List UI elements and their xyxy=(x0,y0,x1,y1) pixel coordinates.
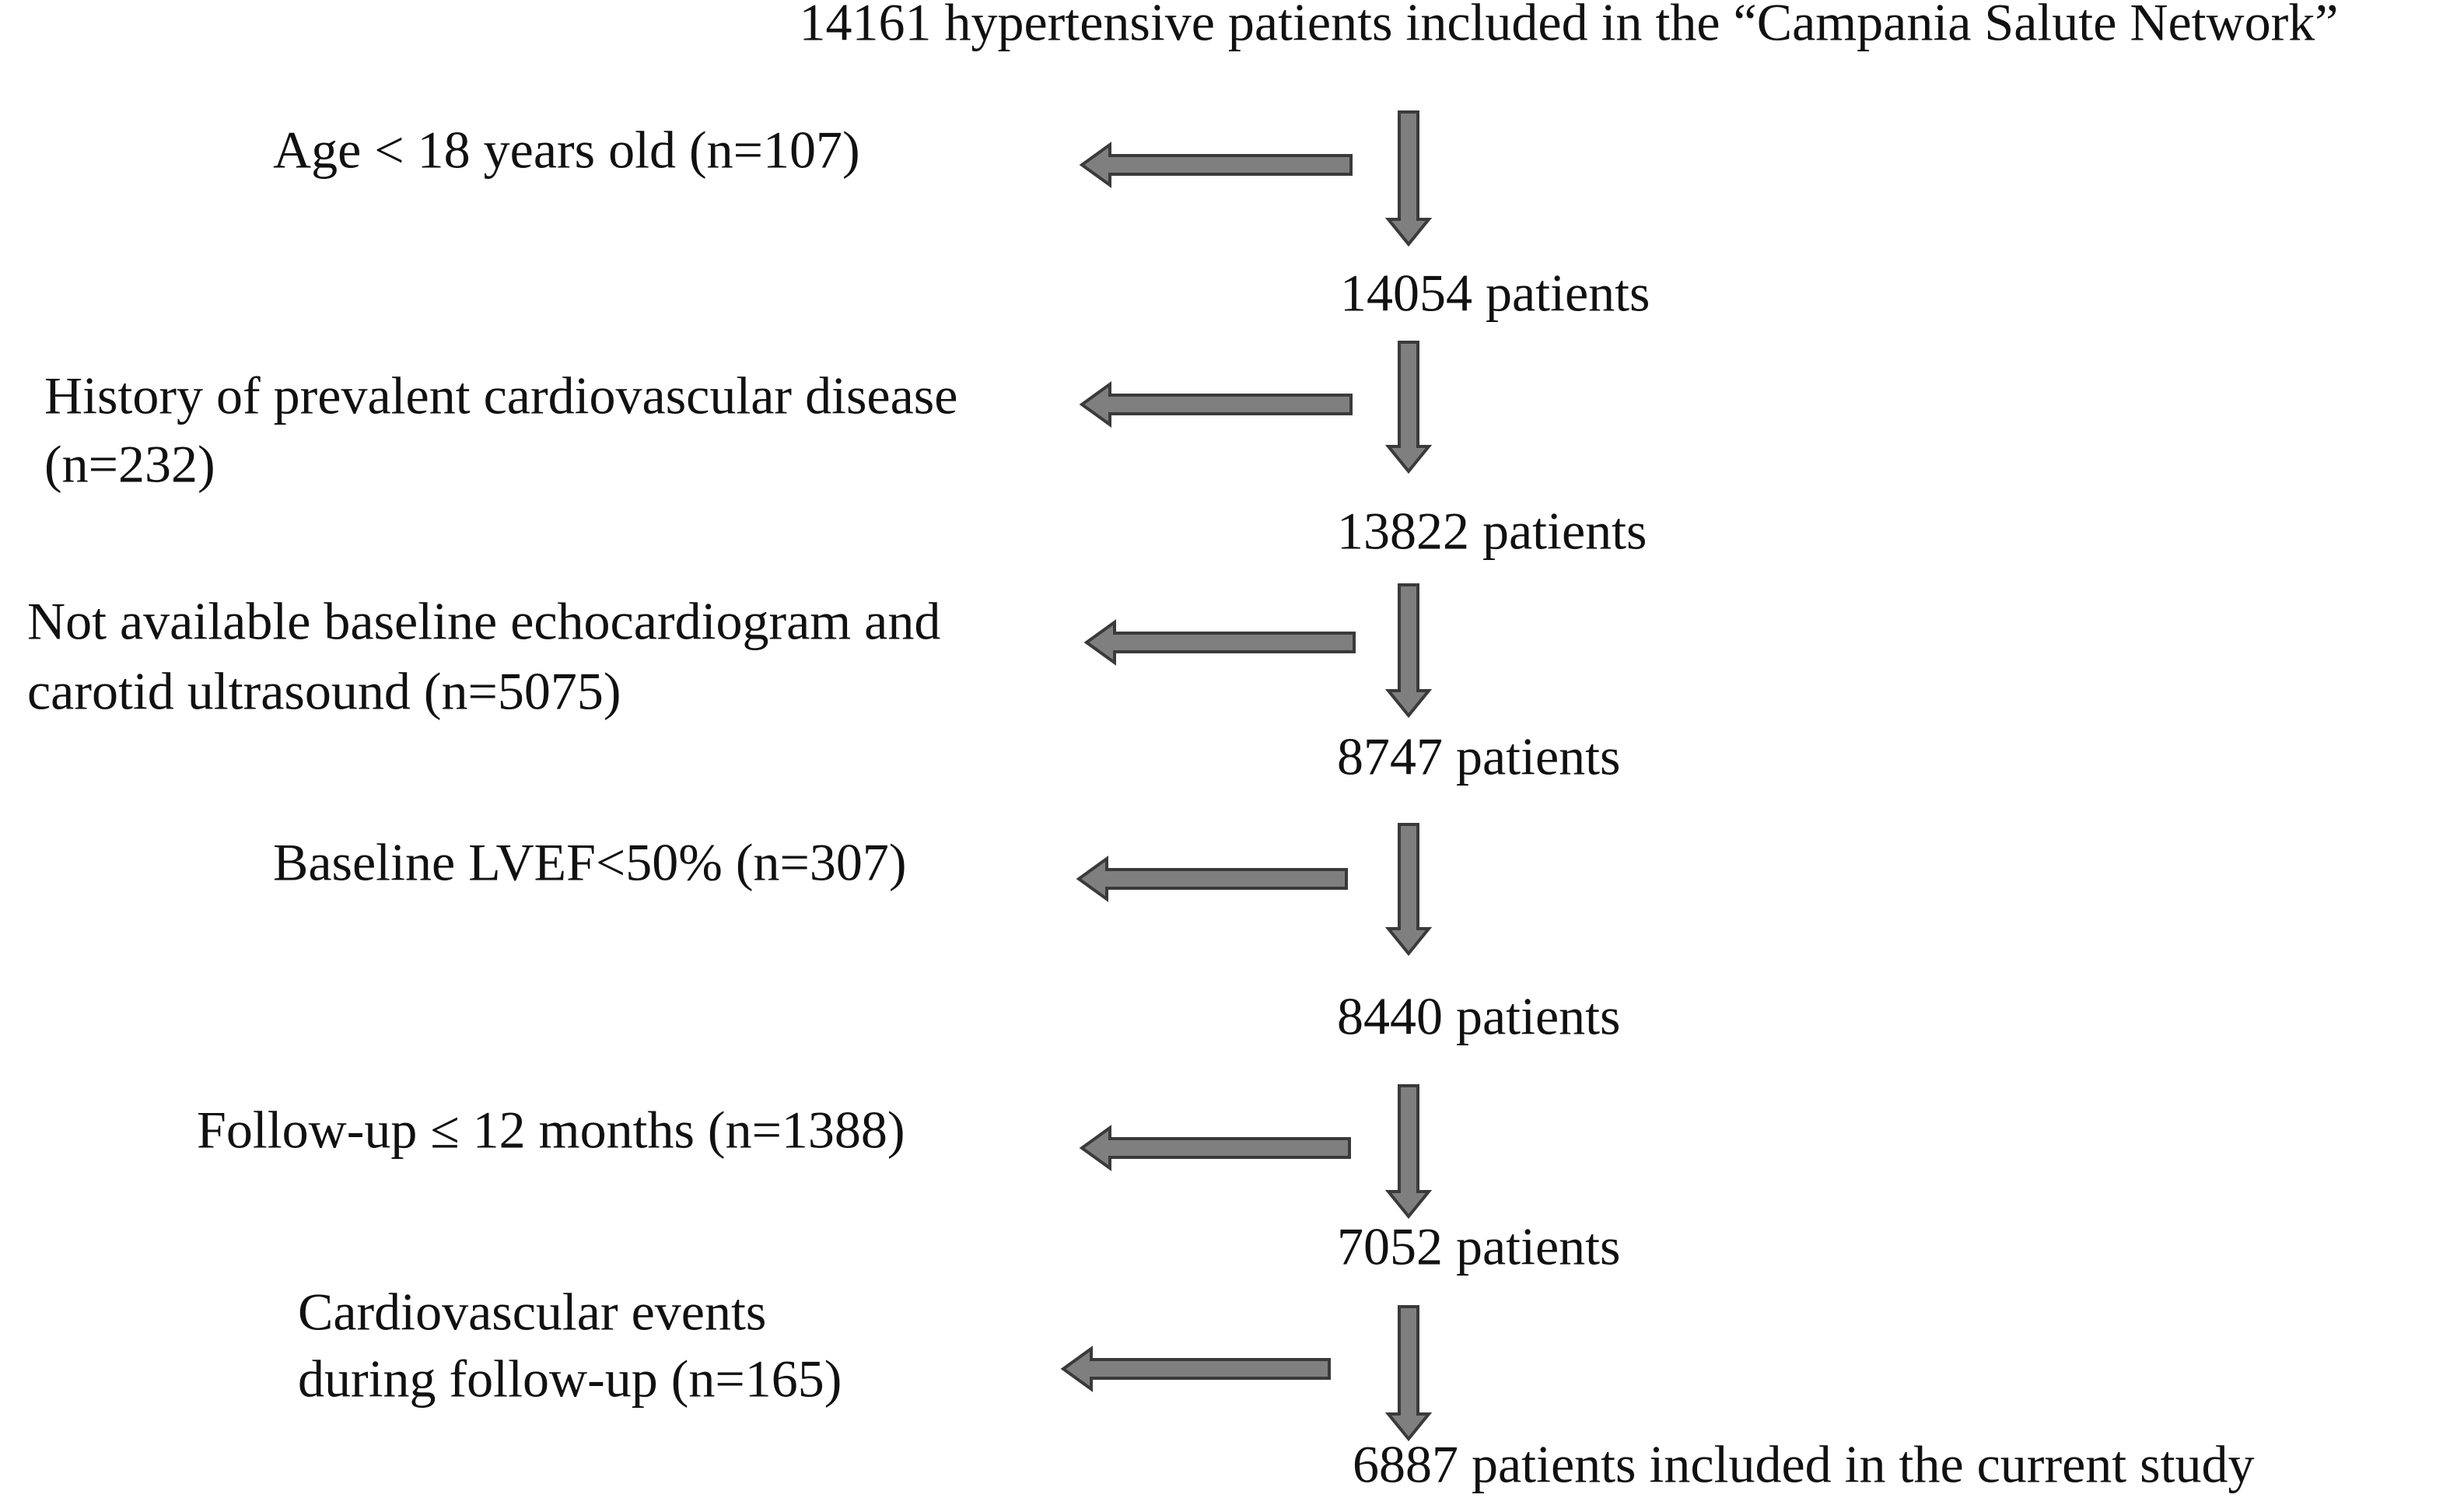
exclusion-text: Baseline LVEF<50% (n=307) xyxy=(273,833,907,892)
left-arrow xyxy=(1079,142,1353,188)
arrows xyxy=(1060,110,1433,1442)
down-arrow xyxy=(1384,823,1433,957)
title: 14161 hypertensive patients included in … xyxy=(799,0,2338,52)
left-arrow xyxy=(1079,381,1353,428)
step-count: 8747 patients xyxy=(1337,727,1621,786)
exclusion-text: (n=232) xyxy=(44,435,215,494)
down-arrow xyxy=(1384,1305,1433,1442)
exclusion-text: Age < 18 years old (n=107) xyxy=(273,121,860,180)
left-arrow xyxy=(1076,856,1348,902)
step-count: 13822 patients xyxy=(1337,502,1647,561)
left-arrow xyxy=(1079,1125,1351,1171)
down-arrow xyxy=(1384,1084,1433,1220)
step-count: 7052 patients xyxy=(1337,1217,1621,1276)
exclusion-text: carotid ultrasound (n=5075) xyxy=(27,662,621,721)
left-arrow xyxy=(1060,1346,1331,1392)
down-arrow xyxy=(1384,583,1433,719)
exclusion-text: Follow-up ≤ 12 months (n=1388) xyxy=(197,1101,905,1160)
exclusion-text: Not available baseline echocardiogram an… xyxy=(27,592,940,651)
exclusion-text: during follow-up (n=165) xyxy=(298,1349,842,1409)
step-count: 8440 patients xyxy=(1337,987,1621,1046)
exclusion-text: History of prevalent cardiovascular dise… xyxy=(44,366,957,425)
down-arrow xyxy=(1384,110,1433,247)
down-arrow xyxy=(1384,341,1433,474)
left-arrow xyxy=(1083,619,1356,666)
step-count: 6887 patients included in the current st… xyxy=(1353,1435,2255,1494)
step-count: 14054 patients xyxy=(1340,264,1650,323)
exclusion-text: Cardiovascular events xyxy=(298,1283,766,1342)
